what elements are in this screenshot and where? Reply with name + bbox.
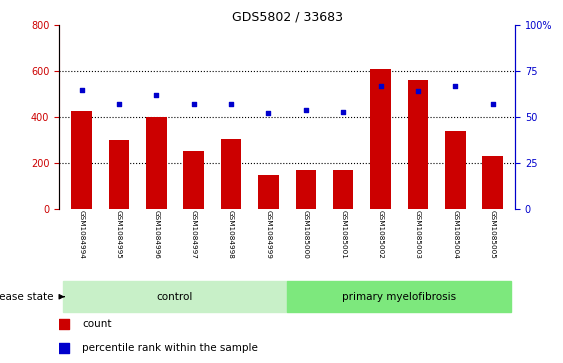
Text: percentile rank within the sample: percentile rank within the sample	[82, 343, 258, 352]
Point	[226, 101, 235, 107]
Bar	[370, 69, 391, 209]
Text: GSM1085003: GSM1085003	[415, 210, 421, 259]
Bar	[296, 170, 316, 209]
Point	[451, 83, 460, 89]
Bar	[63, 281, 287, 312]
Bar	[221, 139, 242, 209]
Text: GSM1084994: GSM1084994	[79, 210, 84, 259]
Point	[339, 109, 348, 114]
Point	[324, 11, 333, 17]
Text: GSM1084996: GSM1084996	[153, 210, 159, 259]
Text: GSM1084997: GSM1084997	[191, 210, 196, 259]
Bar	[333, 170, 354, 209]
Bar	[184, 151, 204, 209]
Text: GSM1084998: GSM1084998	[228, 210, 234, 259]
Text: primary myelofibrosis: primary myelofibrosis	[342, 292, 457, 302]
Text: disease state: disease state	[0, 292, 53, 302]
Point	[114, 101, 123, 107]
Bar	[72, 111, 92, 209]
Point	[324, 226, 333, 232]
Point	[488, 101, 497, 107]
Bar	[408, 80, 428, 209]
Text: GSM1085001: GSM1085001	[340, 210, 346, 259]
Text: GSM1085002: GSM1085002	[378, 210, 383, 259]
Bar	[258, 175, 279, 209]
Point	[77, 87, 86, 93]
Text: GSM1084995: GSM1084995	[116, 210, 122, 259]
Point	[189, 101, 198, 107]
Point	[301, 107, 310, 113]
Bar	[146, 117, 167, 209]
Text: GSM1084999: GSM1084999	[265, 210, 271, 259]
Point	[413, 89, 422, 94]
Bar	[287, 281, 511, 312]
Text: control: control	[157, 292, 193, 302]
Text: GSM1085000: GSM1085000	[303, 210, 309, 259]
Text: GSM1085005: GSM1085005	[490, 210, 495, 259]
Point	[264, 110, 273, 116]
Text: GDS5802 / 33683: GDS5802 / 33683	[231, 11, 343, 24]
Point	[376, 83, 385, 89]
Bar	[445, 131, 466, 209]
Text: count: count	[82, 319, 111, 329]
Text: GSM1085004: GSM1085004	[452, 210, 458, 259]
Bar	[109, 140, 129, 209]
Point	[152, 92, 161, 98]
Bar	[482, 156, 503, 209]
